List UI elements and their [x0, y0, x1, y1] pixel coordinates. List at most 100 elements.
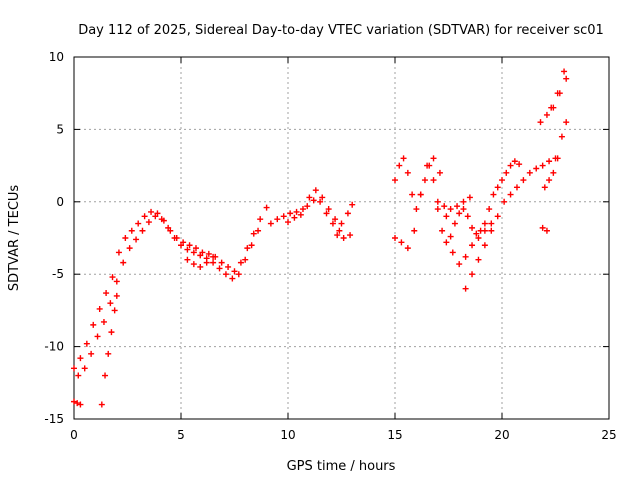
data-point	[152, 213, 159, 220]
data-point	[88, 350, 95, 357]
series-arc6	[267, 187, 356, 227]
data-point	[113, 292, 120, 299]
data-point	[494, 213, 501, 220]
data-point	[513, 184, 520, 191]
data-point	[546, 177, 553, 184]
data-point	[396, 162, 403, 169]
data-point	[430, 155, 437, 162]
y-tick-label: 10	[49, 50, 64, 64]
data-point	[411, 227, 418, 234]
series-arc7	[285, 197, 343, 234]
data-point	[413, 206, 420, 213]
data-point	[297, 211, 304, 218]
data-point	[481, 220, 488, 227]
data-point	[74, 400, 81, 407]
data-point	[133, 236, 140, 243]
data-point	[113, 278, 120, 285]
data-point	[197, 263, 204, 270]
data-point	[115, 249, 122, 256]
data-point	[543, 111, 550, 118]
data-point	[81, 365, 88, 372]
data-point	[424, 162, 431, 169]
data-point	[184, 246, 191, 253]
data-point	[347, 232, 354, 239]
data-point	[96, 305, 103, 312]
data-point	[139, 227, 146, 234]
data-point	[203, 259, 210, 266]
data-point	[285, 219, 291, 226]
data-point	[287, 210, 294, 217]
data-point	[225, 263, 232, 270]
data-point	[561, 68, 568, 75]
data-point	[325, 206, 332, 213]
data-point	[541, 184, 548, 191]
data-point	[456, 210, 463, 217]
data-point	[501, 198, 508, 205]
data-point	[235, 271, 242, 278]
data-point	[490, 191, 497, 198]
data-point	[443, 239, 450, 246]
x-tick-label: 10	[280, 428, 295, 442]
data-point	[550, 169, 557, 176]
data-point	[344, 210, 351, 217]
data-point	[462, 253, 469, 260]
data-point	[299, 206, 306, 213]
data-point	[312, 187, 319, 194]
data-point	[466, 194, 473, 201]
data-point	[503, 169, 510, 176]
data-point	[338, 220, 345, 227]
data-point	[533, 165, 540, 172]
series-arc11	[434, 194, 473, 213]
data-point	[488, 227, 495, 234]
y-tick-label: 5	[56, 122, 64, 136]
data-point	[475, 235, 482, 241]
data-point	[184, 256, 191, 263]
data-point	[71, 398, 77, 405]
y-tick-label: -15	[44, 412, 64, 426]
y-tick-label: -10	[44, 340, 64, 354]
data-point	[488, 220, 495, 227]
data-point	[434, 206, 441, 213]
data-point	[469, 242, 476, 249]
data-point	[145, 219, 152, 226]
data-point	[460, 198, 467, 205]
data-point	[274, 216, 281, 223]
data-point	[231, 268, 238, 275]
x-tick-label: 0	[70, 428, 78, 442]
data-point	[90, 321, 97, 328]
series-arc5	[184, 253, 217, 270]
data-point	[421, 177, 428, 184]
data-point	[263, 204, 270, 211]
data-point	[319, 194, 326, 201]
data-points	[71, 68, 570, 408]
data-point	[244, 245, 251, 252]
data-point	[141, 213, 148, 220]
data-point	[229, 275, 236, 282]
series-arc10	[392, 155, 495, 268]
data-point	[75, 372, 82, 379]
data-point	[111, 307, 118, 314]
data-point	[543, 227, 550, 234]
data-point	[135, 220, 142, 227]
series-arc9	[392, 155, 523, 246]
y-tick-label: 0	[56, 195, 64, 209]
data-point	[108, 329, 115, 336]
data-point	[469, 224, 476, 231]
data-point	[526, 169, 533, 176]
data-point	[109, 274, 116, 281]
data-point	[417, 191, 424, 198]
series-arc2	[75, 213, 262, 379]
data-point	[71, 365, 77, 372]
data-point	[481, 242, 488, 249]
data-point	[178, 242, 184, 249]
axis-ticks: 0 5 10 15 20 25 10 5 0 -5 -10 -15	[44, 50, 616, 442]
data-point	[554, 155, 561, 162]
series-arc12	[462, 155, 559, 292]
data-point	[103, 290, 110, 297]
data-point	[462, 285, 469, 292]
data-point	[128, 227, 135, 234]
data-point	[192, 245, 199, 252]
x-tick-label: 25	[601, 428, 616, 442]
data-point	[340, 235, 347, 241]
data-point	[537, 119, 544, 126]
